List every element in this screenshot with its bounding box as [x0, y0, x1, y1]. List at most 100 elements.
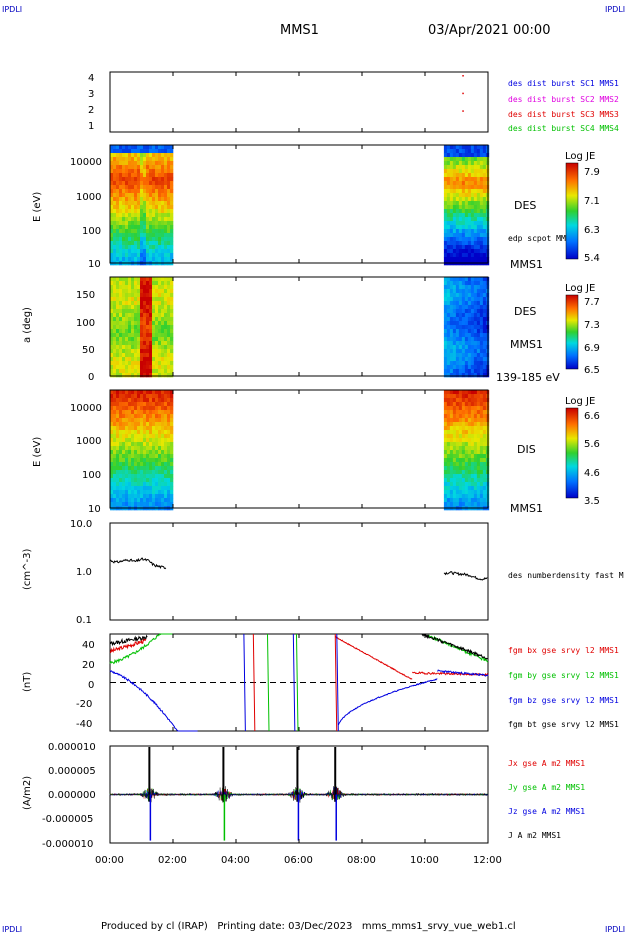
spectrogram-cell — [449, 361, 454, 366]
spectrogram-cell — [158, 414, 162, 419]
spectrogram-cell — [479, 165, 484, 170]
spectrogram-cell — [170, 229, 174, 234]
spectrogram-cell — [137, 165, 141, 170]
spectrogram-cell — [137, 398, 141, 403]
spectrogram-cell — [161, 438, 165, 443]
spectrogram-cell — [164, 394, 168, 399]
spectrogram-cell — [131, 462, 135, 467]
spectrogram-cell — [116, 349, 120, 354]
spectrogram-cell — [143, 498, 147, 503]
spectrogram-cell — [134, 434, 138, 439]
spectrogram-cell — [137, 502, 141, 507]
spectrogram-cell — [119, 333, 123, 338]
spectrogram-cell — [131, 325, 135, 330]
spectrogram-cell — [119, 353, 123, 358]
spectrogram-cell — [482, 373, 487, 378]
spectrogram-cell — [170, 201, 174, 206]
spectrogram-cell — [164, 313, 168, 318]
spectrogram-cell — [140, 349, 144, 354]
spectrogram-cell — [119, 249, 123, 254]
spectrogram-cell — [452, 217, 457, 222]
spectrogram-cell — [479, 289, 484, 294]
spectrogram-cell — [140, 462, 144, 467]
spectrogram-cell — [155, 454, 159, 459]
spectrogram-cell — [146, 165, 150, 170]
spectrogram-cell — [458, 426, 463, 431]
spectrogram-cell — [119, 434, 123, 439]
spectrogram-cell — [110, 233, 114, 238]
spectrogram-cell — [464, 241, 469, 246]
spectrogram-cell — [443, 349, 448, 354]
spectrogram-cell — [155, 245, 159, 250]
spectrogram-cell — [131, 402, 135, 407]
spectrogram-cell — [470, 157, 475, 162]
spectrogram-cell — [155, 438, 159, 443]
spectrogram-cell — [461, 365, 466, 370]
des-energy-spectrogram — [110, 145, 490, 266]
spectrogram-cell — [134, 369, 138, 374]
spectrogram-cell — [170, 185, 174, 190]
spectrogram-cell — [467, 454, 472, 459]
spectrogram-cell — [464, 502, 469, 507]
spectrogram-cell — [116, 345, 120, 350]
spectrogram-cell — [140, 426, 144, 431]
spectrogram-cell — [116, 418, 120, 423]
spectrogram-cell — [464, 289, 469, 294]
spectrogram-cell — [134, 217, 138, 222]
spectrogram-cell — [170, 398, 174, 403]
spectrogram-cell — [143, 313, 147, 318]
spectrogram-cell — [482, 337, 487, 342]
spectrogram-cell — [158, 289, 162, 294]
spectrogram-cell — [479, 321, 484, 326]
spectrogram-cell — [446, 486, 451, 491]
spectrogram-cell — [158, 390, 162, 395]
spectrogram-cell — [446, 394, 451, 399]
spectrogram-cell — [476, 486, 481, 491]
spectrogram-cell — [122, 277, 126, 282]
spectrogram-cell — [158, 470, 162, 475]
spectrogram-cell — [479, 482, 484, 487]
spectrogram-cell — [455, 153, 460, 158]
spectrogram-cell — [464, 309, 469, 314]
current-ylabel: (A/m2) — [22, 776, 33, 810]
spectrogram-cell — [449, 249, 454, 254]
spectrogram-cell — [164, 161, 168, 166]
spectrogram-cell — [458, 241, 463, 246]
fgm-bx-line — [109, 638, 147, 654]
spectrogram-cell — [473, 418, 478, 423]
spectrogram-cell — [161, 329, 165, 334]
spectrogram-cell — [143, 309, 147, 314]
spectrogram-cell — [482, 450, 487, 455]
spectrogram-cell — [134, 353, 138, 358]
spectrogram-cell — [152, 494, 156, 499]
spectrogram-cell — [158, 189, 162, 194]
spectrogram-cell — [467, 470, 472, 475]
spectrogram-cell — [131, 293, 135, 298]
spectrogram-cell — [446, 161, 451, 166]
spectrogram-cell — [128, 237, 132, 242]
spectrogram-cell — [161, 317, 165, 322]
spectrogram-cell — [161, 490, 165, 495]
spectrogram-cell — [446, 325, 451, 330]
spectrogram-cell — [449, 430, 454, 435]
spectrogram-cell — [482, 325, 487, 330]
spectrogram-cell — [458, 277, 463, 282]
spectrogram-cell — [110, 325, 114, 330]
spectrogram-cell — [479, 458, 484, 463]
spectrogram-cell — [446, 341, 451, 346]
spectrogram-cell — [467, 365, 472, 370]
spectrogram-cell — [143, 165, 147, 170]
spectrogram-cell — [143, 462, 147, 467]
spectrogram-cell — [110, 309, 114, 314]
spectrogram-cell — [122, 201, 126, 206]
spectrogram-cell — [119, 213, 123, 218]
spectrogram-cell — [461, 418, 466, 423]
spectrogram-cell — [476, 197, 481, 202]
spectrogram-cell — [125, 345, 129, 350]
spectrogram-cell — [482, 257, 487, 262]
spectrogram-cell — [143, 181, 147, 186]
spectrogram-cell — [473, 325, 478, 330]
spectrogram-cell — [473, 181, 478, 186]
spectrogram-cell — [482, 149, 487, 154]
spectrogram-cell — [113, 454, 117, 459]
